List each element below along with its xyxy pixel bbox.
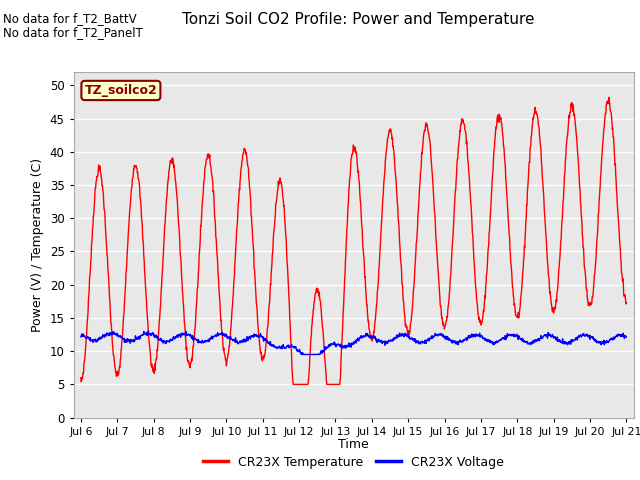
Legend: CR23X Temperature, CR23X Voltage: CR23X Temperature, CR23X Voltage — [198, 451, 509, 474]
Text: No data for f_T2_PanelT: No data for f_T2_PanelT — [3, 26, 143, 39]
X-axis label: Time: Time — [338, 438, 369, 451]
Text: Tonzi Soil CO2 Profile: Power and Temperature: Tonzi Soil CO2 Profile: Power and Temper… — [182, 12, 534, 27]
Text: No data for f_T2_BattV: No data for f_T2_BattV — [3, 12, 137, 25]
Text: TZ_soilco2: TZ_soilco2 — [84, 84, 157, 97]
Y-axis label: Power (V) / Temperature (C): Power (V) / Temperature (C) — [31, 158, 44, 332]
